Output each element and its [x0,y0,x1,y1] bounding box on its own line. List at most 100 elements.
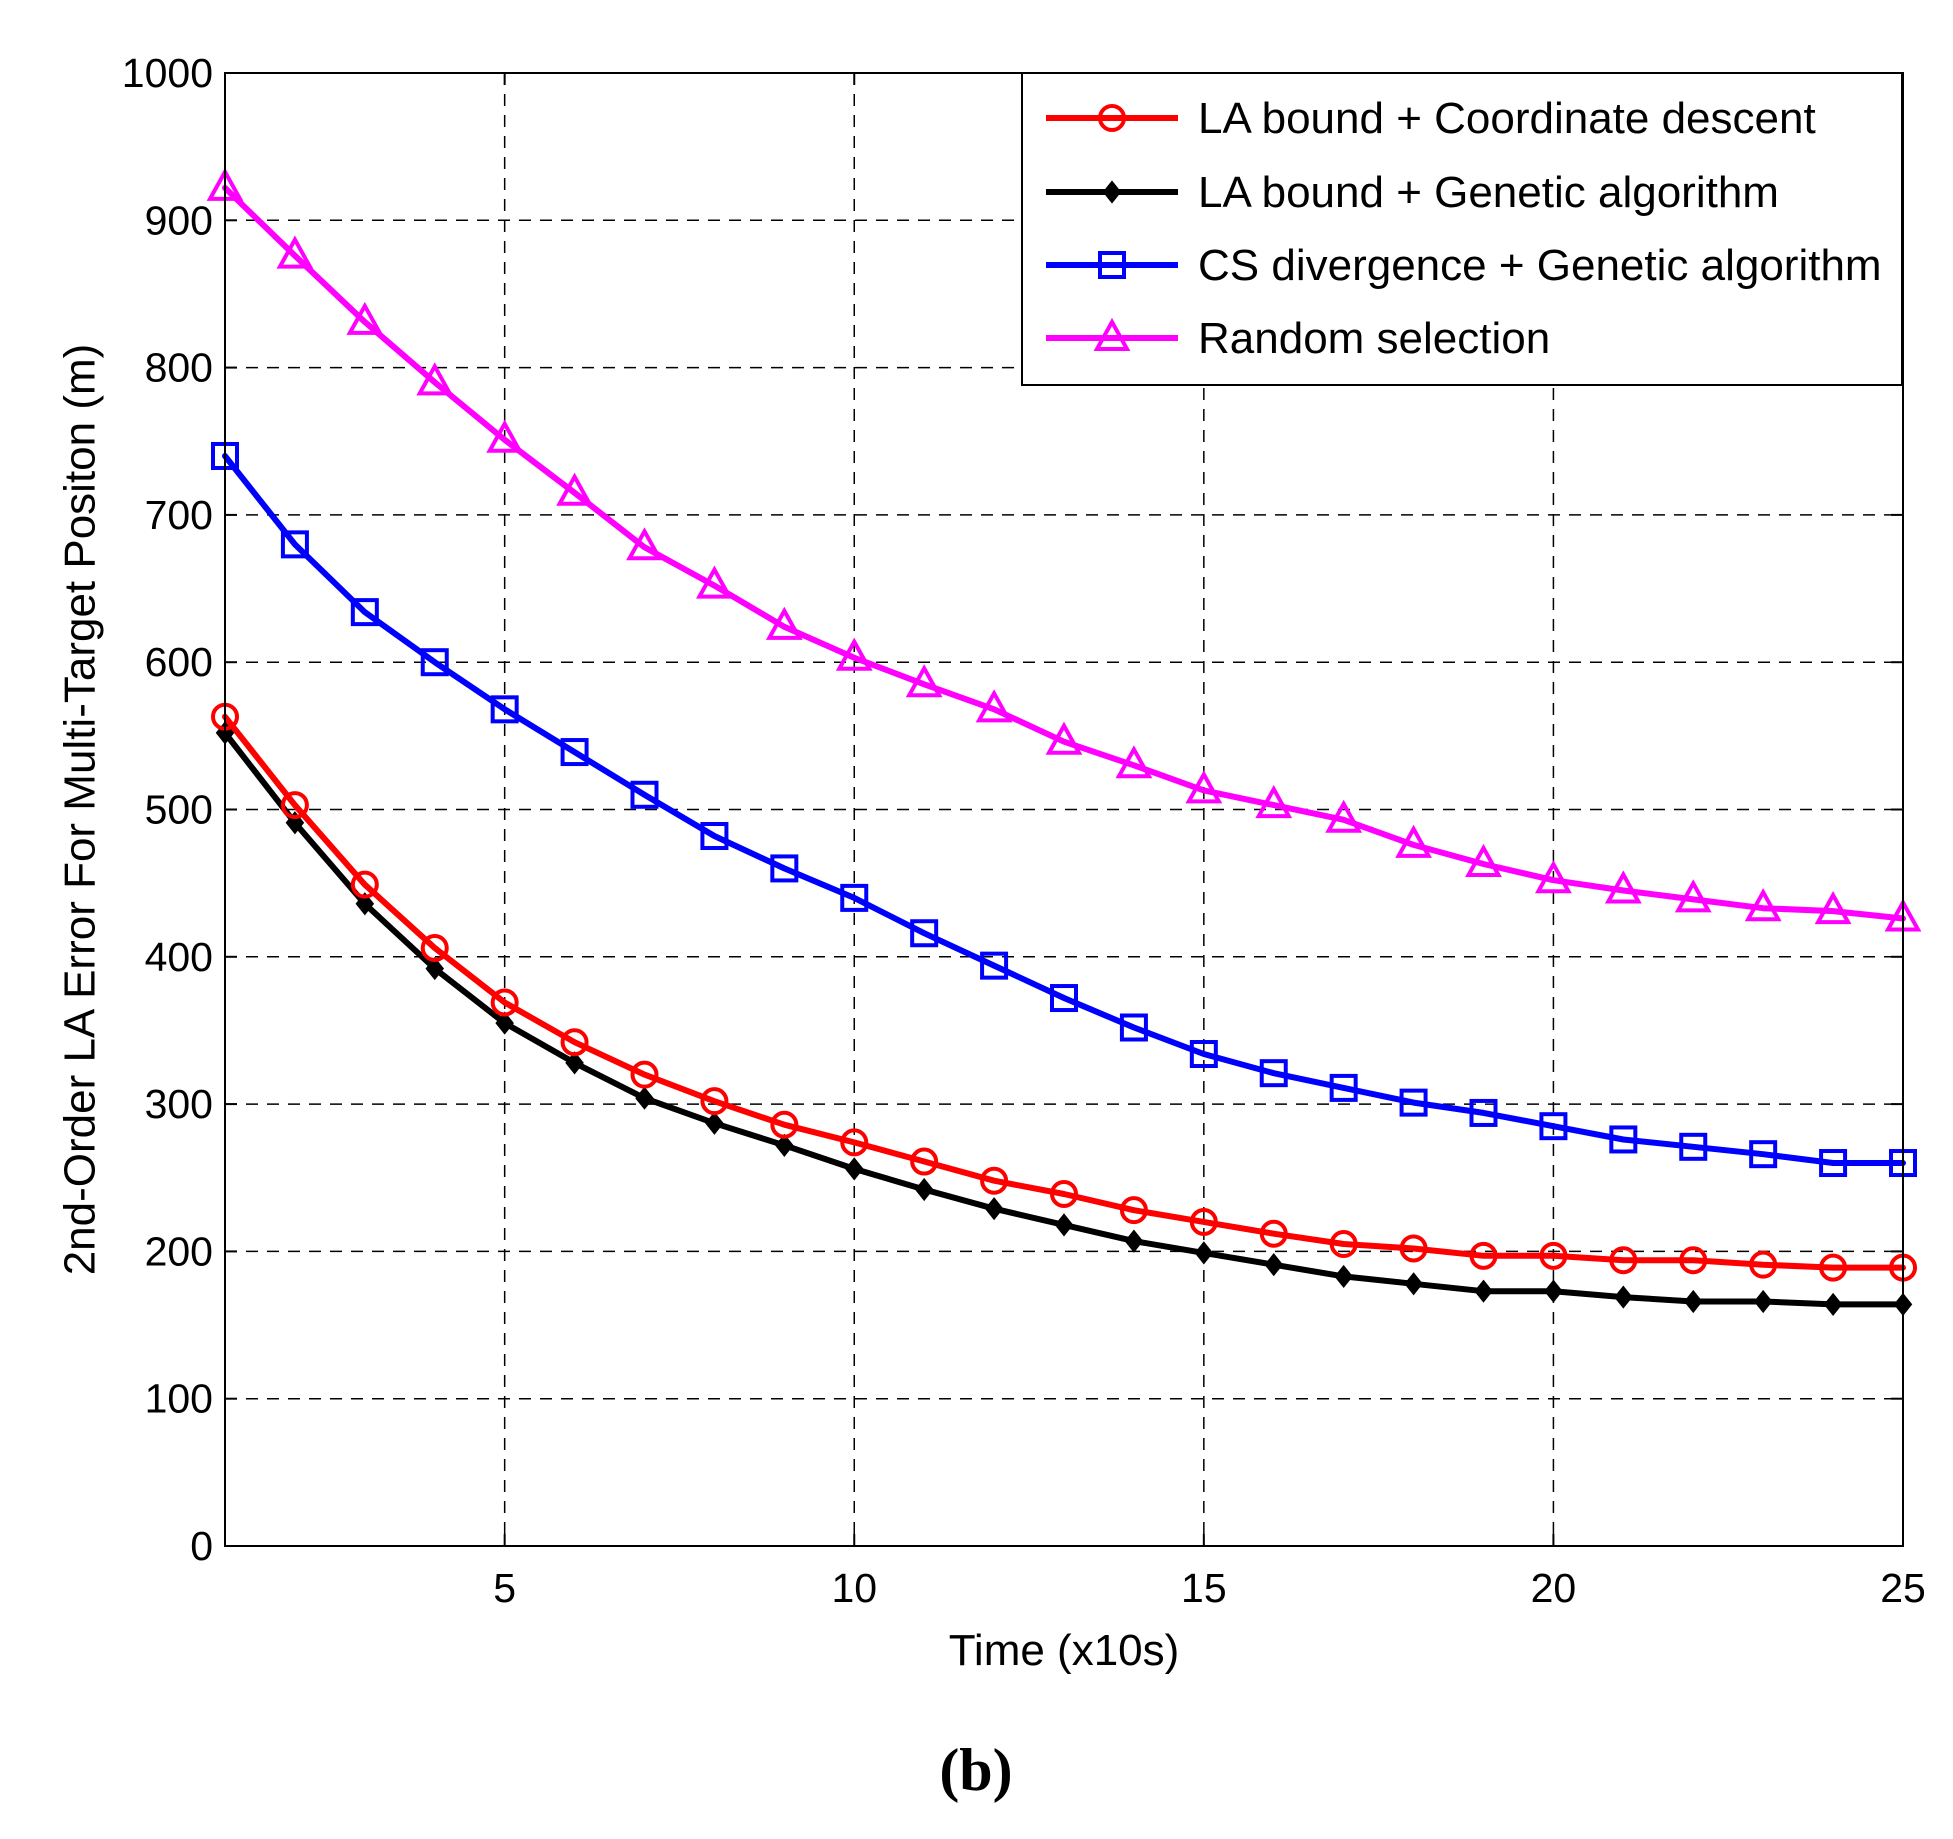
x-axis-label: Time (x10s) [949,1626,1180,1675]
y-axis-ticks: 0 100 200 300 400 500 600 700 800 900 1000 [122,50,1903,1569]
series-1-point-5 [490,988,519,1017]
series-4-point-24 [1814,891,1852,925]
series-4-point-7 [626,527,663,561]
series-2-point-6 [565,1051,584,1075]
series-1-point-24 [1819,1253,1848,1282]
series-2-point-19 [1474,1279,1493,1303]
series-4-point-18 [1395,824,1432,858]
series-3-point-10 [840,883,869,912]
x-tick-label-10: 10 [831,1565,877,1611]
y-tick-label-0: 0 [190,1523,213,1569]
series-3-point-4 [420,648,449,677]
series-3-point-6 [560,738,589,767]
series-4-point-14 [1115,745,1153,779]
series-2-point-18 [1404,1272,1423,1296]
series-3-point-15 [1189,1040,1218,1069]
series-1-point-10 [840,1128,869,1157]
series-2-point-3 [355,892,375,916]
y-tick-label-100: 100 [145,1376,213,1422]
y-tick-label-700: 700 [145,492,213,538]
series-4-point-6 [556,472,593,506]
series-1-point-21 [1609,1246,1638,1275]
series-2-point-22 [1683,1289,1703,1314]
series-4-point-23 [1744,888,1782,922]
figure-caption: (b) [939,1737,1012,1803]
series-2-point-15 [1194,1241,1214,1265]
y-tick-label-1000: 1000 [122,50,213,96]
series-2-point-11 [914,1177,934,1202]
legend-label-3: CS divergence + Genetic algorithm [1198,241,1882,290]
series-3-point-23 [1749,1140,1778,1169]
series-3-point-14 [1119,1013,1148,1042]
series-1-point-9 [770,1110,799,1139]
series-line-4 [222,184,1906,922]
series-2-point-13 [1054,1213,1074,1237]
series-2-point-8 [705,1111,724,1135]
series-4-point-22 [1674,879,1712,913]
series-4-point-12 [975,689,1013,723]
legend-marker-4 [1093,317,1131,351]
legend-marker-1 [1098,104,1126,132]
series-3-point-22 [1679,1132,1708,1161]
series-line-1 [222,713,1906,1271]
series-1-point-15 [1189,1207,1218,1236]
series-3-point-8 [700,822,729,851]
series-1-point-19 [1469,1241,1498,1270]
y-tick-label-300: 300 [145,1081,213,1127]
series-4-point-2 [276,235,314,269]
series-3-point-12 [980,951,1009,980]
series-1-point-17 [1329,1230,1358,1259]
series-2-point-12 [984,1197,1004,1221]
x-tick-label-25: 25 [1880,1565,1926,1611]
legend-label-4: Random selection [1198,314,1550,363]
y-axis-label: 2nd-Order LA Error For Multi-Target Posi… [56,344,105,1276]
series-3-point-3 [350,598,379,627]
series-2-point-14 [1124,1229,1144,1253]
series-4-point-5 [486,419,524,453]
series-4-point-16 [1255,784,1293,819]
y-tick-label-500: 500 [145,787,213,833]
series-2-point-20 [1544,1279,1563,1303]
x-tick-label-5: 5 [493,1565,516,1611]
series-1-point-8 [700,1087,729,1116]
series-3-point-11 [910,919,939,948]
x-tick-label-20: 20 [1531,1565,1577,1611]
series-1-point-22 [1679,1246,1708,1275]
series-3-point-5 [490,695,519,724]
series-1-point-7 [630,1060,659,1089]
series-2-point-23 [1753,1289,1773,1314]
series-3-point-24 [1819,1149,1848,1178]
legend-entry-1: LA bound + Coordinate descent [1046,94,1816,143]
series-4-point-8 [696,565,733,599]
series-1-point-20 [1539,1241,1568,1270]
x-tick-label-15: 15 [1181,1565,1227,1611]
series-2-point-10 [844,1157,864,1181]
y-tick-label-800: 800 [145,345,213,391]
series-3-point-13 [1050,984,1078,1013]
legend-entry-4: Random selection [1046,314,1550,363]
series-4-point-11 [905,664,943,698]
series-1-point-23 [1749,1250,1778,1279]
legend-label-2: LA bound + Genetic algorithm [1198,168,1779,217]
series-2-point-5 [495,1011,514,1035]
legend-entry-3: CS divergence + Genetic algorithm [1046,241,1882,290]
y-tick-label-400: 400 [145,934,213,980]
series-3-point-18 [1399,1088,1428,1117]
series-2-point-24 [1823,1292,1843,1317]
series-4-point-21 [1604,870,1642,904]
series-3-point-19 [1469,1098,1498,1127]
series-2-point-4 [425,956,445,981]
series-1-point-18 [1399,1234,1428,1263]
series-3-point-17 [1329,1073,1358,1102]
series-1-point-11 [910,1147,939,1176]
series-2-point-17 [1334,1264,1353,1289]
series-3-point-7 [630,780,659,809]
y-tick-label-600: 600 [145,639,213,685]
series-4-point-3 [346,301,384,335]
series-4-point-4 [416,362,454,396]
series-1-point-16 [1259,1219,1288,1248]
legend: LA bound + Coordinate descent LA bound + … [1021,72,1903,386]
series-1-point-12 [980,1166,1009,1195]
series-4-point-19 [1465,843,1502,878]
